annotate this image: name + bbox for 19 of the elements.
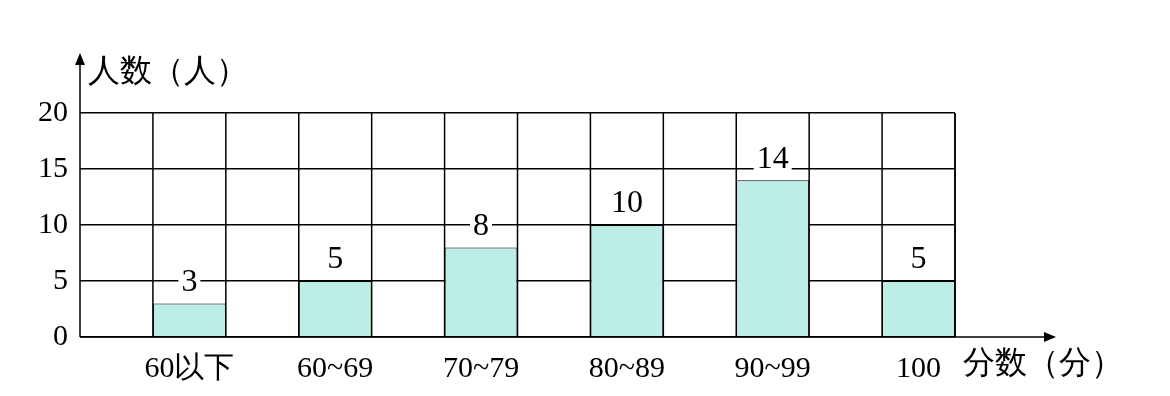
data-label: 5 (910, 239, 927, 276)
data-label: 8 (473, 205, 490, 242)
data-label: 3 (181, 261, 198, 298)
y-tick-label: 10 (38, 205, 68, 239)
y-tick-label: 15 (38, 149, 68, 183)
y-tick-label: 20 (38, 93, 68, 127)
x-tick-label: 90~99 (734, 349, 811, 383)
x-axis-title: 分数（分） (963, 344, 1123, 381)
data-label: 14 (756, 138, 789, 175)
x-tick-label: 60以下 (144, 349, 235, 383)
y-axis-title: 人数（人） (88, 52, 248, 89)
x-tick-label: 100 (896, 349, 942, 383)
x-tick-label: 80~89 (588, 349, 665, 383)
data-label: 10 (610, 183, 643, 220)
x-tick-label: 60~69 (297, 349, 374, 383)
x-tick-label: 70~79 (442, 349, 520, 383)
data-label: 5 (327, 239, 344, 276)
y-tick-label: 0 (53, 317, 68, 351)
y-tick-label: 5 (53, 261, 68, 295)
